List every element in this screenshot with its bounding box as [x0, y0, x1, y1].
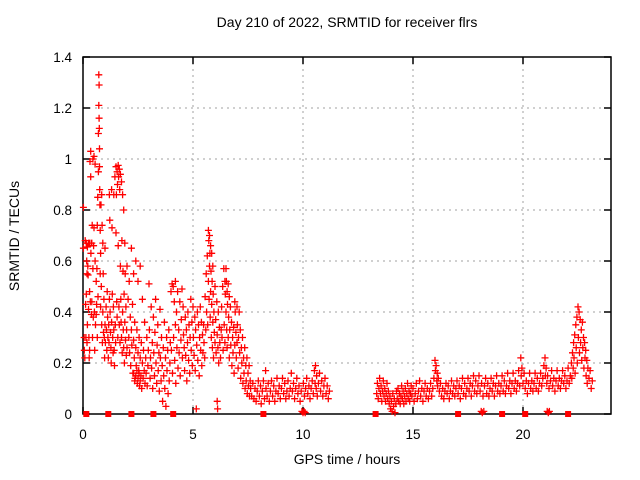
series-srmtid-points	[79, 71, 596, 417]
svg-text:20: 20	[515, 427, 530, 442]
svg-text:0.2: 0.2	[53, 356, 72, 371]
svg-text:0.4: 0.4	[53, 305, 72, 320]
chart-title: Day 210 of 2022, SRMTID for receiver flr…	[216, 14, 478, 30]
x-tick-labels: 0 5 10 15 20	[79, 427, 530, 442]
svg-text:1.4: 1.4	[53, 50, 72, 65]
y-tick-labels: 0 0.2 0.4 0.6 0.8 1 1.2 1.4	[53, 50, 72, 422]
svg-text:0: 0	[79, 427, 87, 442]
svg-text:1: 1	[64, 152, 72, 167]
svg-text:5: 5	[189, 427, 197, 442]
x-axis-label: GPS time / hours	[293, 451, 401, 467]
svg-text:0.6: 0.6	[53, 254, 72, 269]
series-hour-event-markers	[83, 411, 572, 417]
svg-text:10: 10	[295, 427, 310, 442]
svg-text:15: 15	[405, 427, 420, 442]
tick-marks	[82, 56, 611, 415]
svg-text:0.8: 0.8	[53, 203, 72, 218]
svg-text:0: 0	[64, 407, 72, 422]
gridlines	[83, 57, 611, 414]
plot-border	[82, 56, 612, 415]
svg-text:1.2: 1.2	[53, 101, 72, 116]
